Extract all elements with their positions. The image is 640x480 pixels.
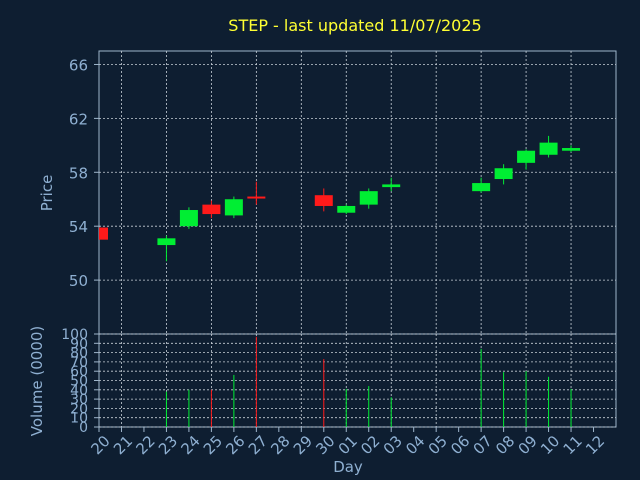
candle-body — [517, 150, 536, 163]
volume-tick-label: 50 — [70, 374, 88, 390]
x-tick-label: 12 — [582, 432, 608, 458]
volume-panel: 0102030405060708090100202122232425262728… — [61, 327, 617, 458]
candle-body — [337, 205, 356, 213]
candle-body — [472, 183, 491, 192]
candle-body — [314, 195, 333, 206]
price-tick-label: 50 — [69, 272, 88, 290]
price-tick-label: 62 — [69, 110, 88, 128]
volume-tick-label: 100 — [61, 327, 88, 343]
volume-tick-label: 30 — [70, 392, 88, 408]
candle-body — [224, 199, 243, 216]
volume-tick-label: 20 — [70, 401, 88, 417]
candle-body — [494, 168, 513, 180]
price-panel: 50 54 58 62 66 — [69, 50, 617, 335]
volume-tick-label: 70 — [70, 355, 88, 371]
candle-body — [539, 142, 558, 155]
x-axis-label: Day — [333, 458, 363, 476]
volume-tick-label: 0 — [79, 420, 88, 436]
chart-title: STEP - last updated 11/07/2025 — [228, 16, 481, 35]
candle-body — [359, 191, 378, 205]
volume-tick-label: 10 — [70, 411, 88, 427]
volume-tick-label: 90 — [70, 336, 88, 352]
candle-body — [202, 204, 221, 215]
candle-body — [382, 184, 401, 188]
candle-body — [157, 238, 176, 246]
price-tick-label: 58 — [69, 164, 88, 182]
candle-body — [247, 196, 266, 199]
candle-body — [99, 227, 108, 240]
price-tick-label: 66 — [69, 56, 88, 74]
price-plot-frame — [98, 50, 617, 335]
candle-body — [179, 210, 198, 227]
volume-tick-label: 40 — [70, 383, 88, 399]
candles — [99, 135, 581, 262]
price-axis-label: Price — [38, 175, 56, 212]
price-tick-label: 54 — [69, 218, 88, 236]
volume-tick-label: 80 — [70, 346, 88, 362]
candle-body — [562, 148, 581, 151]
volume-axis-label: Volume (0000) — [28, 326, 46, 436]
volume-tick-label: 60 — [70, 364, 88, 380]
